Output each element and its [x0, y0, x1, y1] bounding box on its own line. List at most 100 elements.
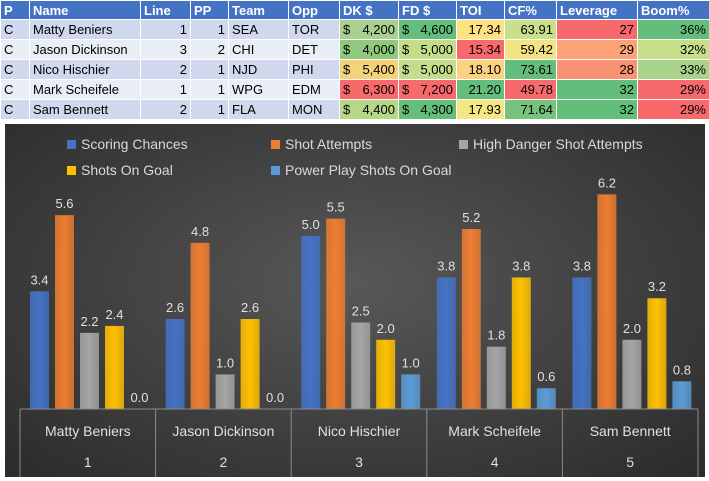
- player-stats-table: P Name Line PP Team Opp DK $ FD $ TOI CF…: [0, 0, 709, 120]
- data-label-3-1: 2.6: [241, 300, 259, 315]
- cell-line: 3: [140, 39, 191, 60]
- stats-bar-chart: Scoring Chances Shot Attempts High Danger …: [5, 124, 705, 477]
- data-label-4-2: 1.0: [402, 355, 420, 370]
- bar-3-4[interactable]: [647, 298, 667, 409]
- cell-toi: 15.34: [456, 39, 505, 60]
- header-leverage[interactable]: Leverage: [556, 0, 638, 20]
- bar-2-1[interactable]: [215, 374, 235, 409]
- currency-symbol: $: [402, 82, 410, 97]
- bar-3-3[interactable]: [511, 277, 531, 409]
- cell-cf-pct: 59.42: [504, 39, 557, 60]
- cell-boom-pct: 32%: [637, 39, 709, 60]
- bar-4-3[interactable]: [536, 388, 556, 409]
- cell-player-name: Sam Bennett: [29, 99, 141, 120]
- cell-boom-pct: 36%: [637, 19, 709, 40]
- cell-pp: 1: [190, 19, 229, 40]
- category-index-4: 5: [626, 454, 634, 470]
- header-boom-pct[interactable]: Boom%: [637, 0, 709, 20]
- cell-line: 1: [140, 79, 191, 100]
- cell-player-name: Jason Dickinson: [29, 39, 141, 60]
- data-label-0-0: 3.4: [30, 272, 48, 287]
- cell-opp: TOR: [288, 19, 340, 40]
- cell-player-name: Matty Beniers: [29, 19, 141, 40]
- bar-4-2[interactable]: [401, 374, 421, 409]
- bar-2-3[interactable]: [486, 346, 506, 409]
- header-position[interactable]: P: [0, 0, 30, 20]
- bar-3-0[interactable]: [105, 325, 124, 409]
- header-toi[interactable]: TOI: [456, 0, 505, 20]
- header-name[interactable]: Name: [29, 0, 141, 20]
- legend-swatch-1: [271, 140, 280, 149]
- currency-symbol: $: [402, 22, 410, 37]
- data-label-1-0: 5.6: [55, 196, 73, 211]
- legend-label-1[interactable]: Shot Attempts: [285, 136, 372, 152]
- bar-3-1[interactable]: [240, 319, 260, 409]
- category-index-1: 2: [220, 454, 228, 470]
- bar-2-2[interactable]: [351, 322, 371, 409]
- cell-leverage: 27: [556, 19, 638, 40]
- cell-cf-pct: 49.78: [504, 79, 557, 100]
- header-line[interactable]: Line: [140, 0, 191, 20]
- cell-position: C: [0, 99, 30, 120]
- cell-line: 2: [140, 59, 191, 80]
- bar-2-4[interactable]: [622, 339, 642, 409]
- bar-1-3[interactable]: [461, 229, 481, 409]
- legend-swatch-0: [67, 140, 76, 149]
- legend-label-2[interactable]: High Danger Shot Attempts: [473, 136, 643, 152]
- cell-dk-salary: $6,300: [339, 79, 399, 100]
- bar-2-0[interactable]: [80, 332, 99, 409]
- table-row[interactable]: C Mark Scheifele 1 1 WPG EDM $6,300 $7,200 21.20…: [0, 79, 709, 100]
- bar-1-2[interactable]: [326, 218, 346, 409]
- legend-label-3[interactable]: Shots On Goal: [81, 162, 173, 178]
- header-pp[interactable]: PP: [190, 0, 229, 20]
- currency-symbol: $: [343, 42, 351, 57]
- header-team[interactable]: Team: [228, 0, 289, 20]
- bar-1-0[interactable]: [55, 215, 74, 409]
- cell-cf-pct: 71.64: [504, 99, 557, 120]
- cell-opp: MON: [288, 99, 340, 120]
- currency-symbol: $: [343, 102, 351, 117]
- table-row[interactable]: C Sam Bennett 2 1 FLA MON $4,400 $4,300 17.93 71.…: [0, 99, 709, 120]
- table-row[interactable]: C Nico Hischier 2 1 NJD PHI $5,400 $5,000 18.10 7…: [0, 59, 709, 80]
- data-label-4-3: 0.6: [537, 369, 555, 384]
- cell-fd-salary: $4,600: [398, 19, 457, 40]
- cell-boom-pct: 33%: [637, 59, 709, 80]
- data-label-3-0: 2.4: [105, 307, 123, 322]
- salary-value: 4,300: [420, 102, 453, 117]
- cell-fd-salary: $7,200: [398, 79, 457, 100]
- bar-1-1[interactable]: [190, 242, 210, 409]
- category-label-2: Nico Hischier: [318, 423, 401, 439]
- legend-label-0[interactable]: Scoring Chances: [81, 136, 188, 152]
- currency-symbol: $: [402, 42, 410, 57]
- data-label-1-1: 4.8: [191, 224, 209, 239]
- bar-1-4[interactable]: [597, 194, 617, 409]
- cell-opp: EDM: [288, 79, 340, 100]
- cell-position: C: [0, 19, 30, 40]
- bar-0-2[interactable]: [301, 235, 321, 409]
- bar-0-4[interactable]: [572, 277, 592, 409]
- bar-3-2[interactable]: [376, 339, 396, 409]
- cell-player-name: Nico Hischier: [29, 59, 141, 80]
- table-row[interactable]: C Jason Dickinson 3 2 CHI DET $4,000 $5,000 15.3…: [0, 39, 709, 60]
- bar-0-3[interactable]: [436, 277, 456, 409]
- bar-4-4[interactable]: [672, 381, 692, 409]
- salary-value: 5,400: [362, 62, 395, 77]
- data-label-0-4: 3.8: [573, 258, 591, 273]
- salary-value: 7,200: [420, 82, 453, 97]
- legend-label-4[interactable]: Power Play Shots On Goal: [285, 162, 452, 178]
- bar-0-0[interactable]: [30, 291, 49, 409]
- header-opp[interactable]: Opp: [288, 0, 340, 20]
- cell-boom-pct: 29%: [637, 79, 709, 100]
- cell-opp: DET: [288, 39, 340, 60]
- currency-symbol: $: [343, 62, 351, 77]
- header-cf-pct[interactable]: CF%: [504, 0, 557, 20]
- category-index-3: 4: [491, 454, 499, 470]
- bar-0-1[interactable]: [165, 319, 185, 409]
- header-fd-salary[interactable]: FD $: [398, 0, 457, 20]
- data-label-4-4: 0.8: [673, 362, 691, 377]
- data-label-4-0: 0.0: [130, 390, 148, 405]
- cell-cf-pct: 73.61: [504, 59, 557, 80]
- data-label-2-2: 2.5: [352, 303, 370, 318]
- header-dk-salary[interactable]: DK $: [339, 0, 399, 20]
- table-row[interactable]: C Matty Beniers 1 1 SEA TOR $4,200 $4,600 17.34 6…: [0, 19, 709, 40]
